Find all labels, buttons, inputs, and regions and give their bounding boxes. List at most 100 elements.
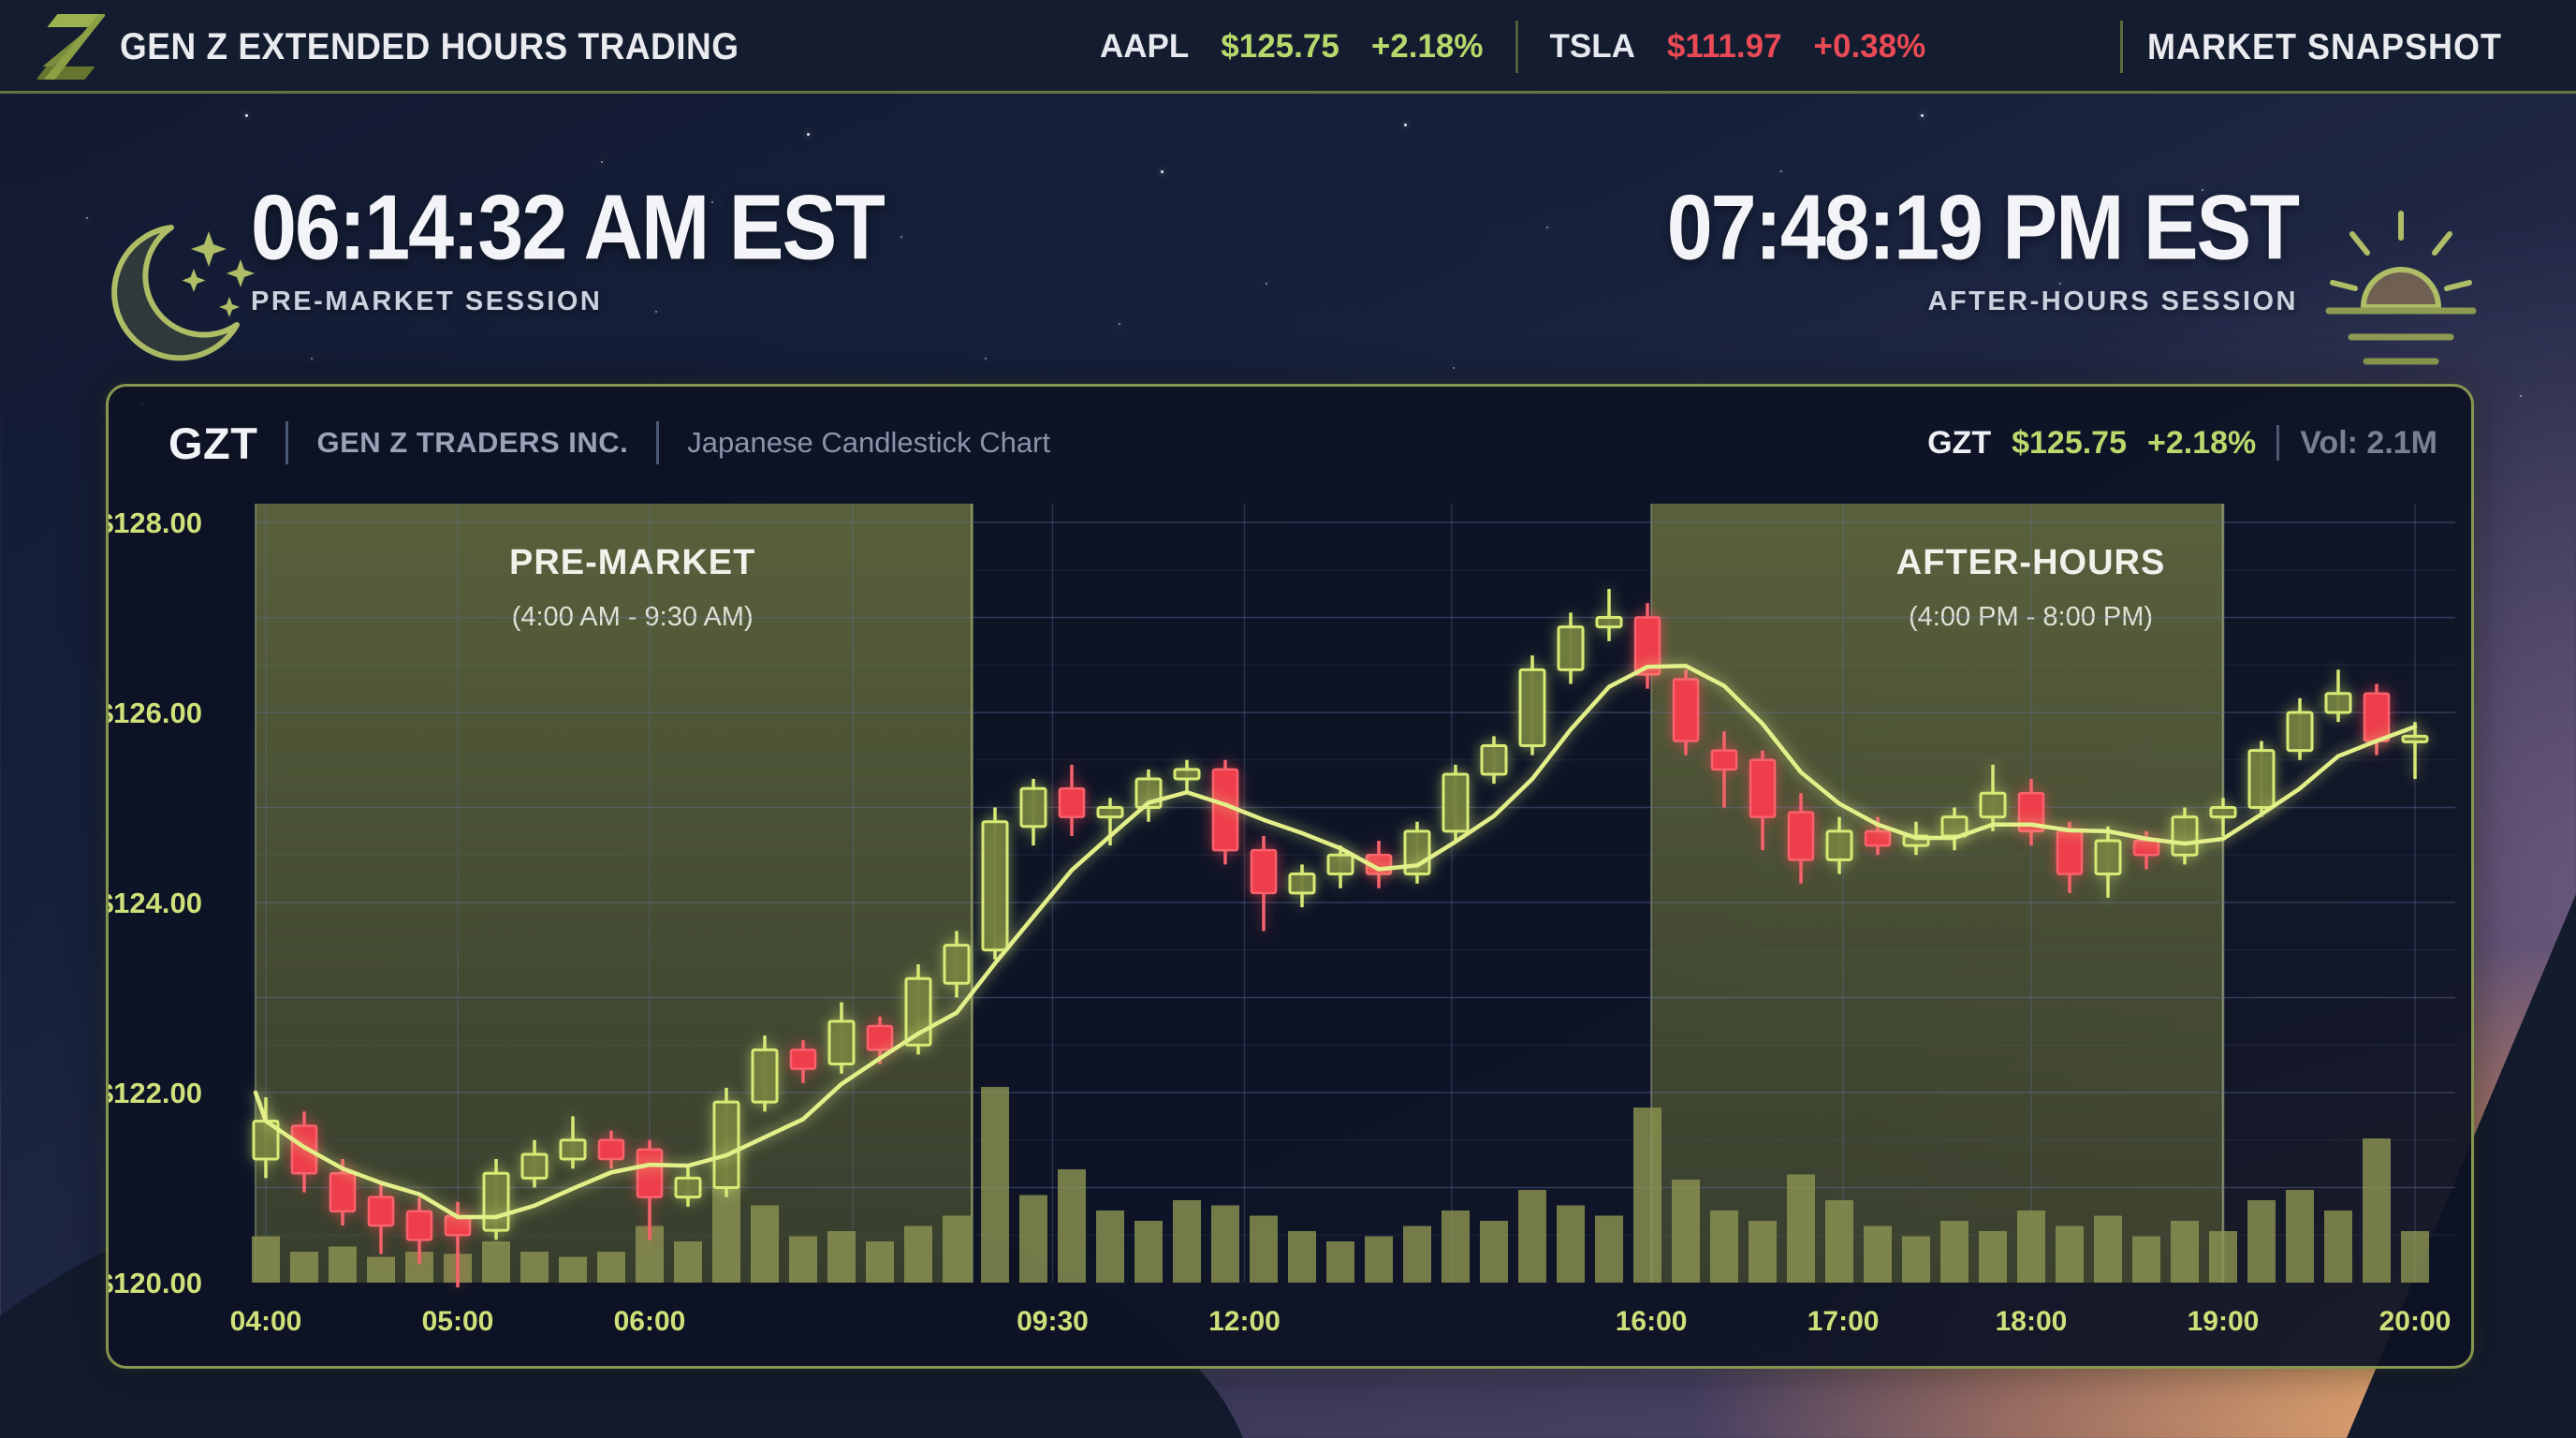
volume-bar (2209, 1231, 2237, 1283)
candle-body (2401, 734, 2429, 743)
candlestick-chart[interactable]: PRE-MARKET (4:00 AM - 9:30 AM) AFTER-HOURS… (109, 387, 2474, 1369)
volume-bar (1480, 1221, 1508, 1283)
chart-type-label: Japanese Candlestick Chart (687, 426, 1050, 459)
chart-quote: GZT $125.75 +2.18% Vol: 2.1M (1927, 425, 2437, 462)
candle-body (2171, 815, 2199, 857)
volume-bar (2094, 1215, 2122, 1283)
candle-body (559, 1138, 587, 1161)
ticker-symbol: AAPL (1100, 28, 1190, 65)
volume-bar (1710, 1211, 1738, 1283)
star (1404, 124, 1407, 126)
star (2520, 395, 2522, 397)
session-name-label: PRE-MARKET (509, 543, 755, 582)
candle-body (2132, 839, 2160, 857)
volume-bar (1940, 1221, 1969, 1283)
volume-bar (2401, 1231, 2429, 1283)
header-divider (2120, 21, 2123, 73)
session-region-after-hours: AFTER-HOURS (4:00 PM - 8:00 PM) (1650, 504, 2225, 1283)
volume-bar (2132, 1236, 2160, 1283)
volume-bar (1787, 1174, 1815, 1283)
star (1453, 367, 1455, 369)
axis-labels: $128.00 $126.00 $124.00 $122.00 $120.00 04:00… (109, 506, 2451, 1337)
quote-change: +2.18% (2147, 424, 2257, 461)
candle-body (1442, 772, 1470, 833)
volume-bar (789, 1236, 817, 1283)
star (311, 358, 313, 360)
chart-symbol: GZT (168, 418, 258, 468)
sparkle-star (219, 297, 240, 317)
candle-body (2363, 692, 2391, 742)
candle-body (636, 1148, 664, 1198)
volume-bar (252, 1236, 280, 1283)
volume-bar (1979, 1231, 2007, 1283)
candle-body (1173, 768, 1201, 781)
chart-company-name: GEN Z TRADERS INC. (316, 426, 629, 459)
y-axis-label: $126.00 (109, 697, 202, 729)
pre-market-clock: 06:14:32 AM EST PRE-MARKET SESSION (251, 174, 886, 317)
session-hours-label: (4:00 PM - 8:00 PM) (1909, 602, 2153, 632)
volume-bar (2056, 1225, 2084, 1283)
sparkle-star (182, 269, 206, 292)
moving-average-line (253, 664, 2418, 1220)
ticker-change: +2.18% (1370, 28, 1484, 65)
star (807, 133, 810, 136)
candle-body (1595, 616, 1623, 629)
volume-bar (1557, 1205, 1585, 1283)
moon-stars-icon (111, 225, 255, 361)
candle-body (1825, 829, 1853, 861)
candle-body (1557, 625, 1585, 671)
star (2059, 283, 2061, 285)
candle-body (1864, 829, 1892, 847)
quote-symbol: GZT (1927, 424, 1992, 461)
market-snapshot-button[interactable]: MARKET SNAPSHOT (2146, 25, 2502, 67)
volume-bars (252, 1087, 2429, 1283)
candle-body (2017, 792, 2045, 833)
candle-body (943, 944, 971, 985)
after-hours-clock: 07:48:19 PM EST AFTER-HOURS SESSION (1667, 174, 2300, 317)
candle-body (367, 1196, 395, 1227)
candle-body (827, 1020, 856, 1066)
candle-body (597, 1138, 625, 1161)
star (1161, 170, 1164, 173)
candle-body (2286, 711, 2314, 753)
candle-body (2247, 749, 2276, 810)
volume-bar (1825, 1200, 1853, 1283)
volume-bar (1326, 1241, 1354, 1283)
candle-body (1096, 806, 1124, 819)
volume-bar (1096, 1211, 1124, 1283)
top-ticker-bar: GEN Z EXTENDED HOURS TRADING AAPL $125.7… (0, 0, 2576, 94)
x-axis-label: 20:00 (2379, 1306, 2452, 1337)
volume-bar (981, 1087, 1009, 1283)
sparkle-star (191, 231, 227, 267)
star (2202, 189, 2203, 191)
candle-body (1672, 678, 1700, 742)
app-title: GEN Z EXTENDED HOURS TRADING (120, 25, 739, 67)
candles-up (252, 589, 2429, 1240)
volume-bar (482, 1241, 510, 1283)
volume-bar (1442, 1211, 1470, 1283)
candle-body (712, 1100, 740, 1190)
x-axis-label: 16:00 (1616, 1306, 1688, 1337)
star (1780, 170, 1782, 172)
candle-body (1480, 744, 1508, 776)
ticker-change: +0.38% (1813, 28, 1926, 65)
x-axis-label: 12:00 (1208, 1306, 1281, 1337)
volume-bar (1173, 1200, 1201, 1283)
ticker-divider (1515, 21, 1518, 73)
x-axis-label: 17:00 (1808, 1306, 1880, 1337)
candle-body (789, 1049, 817, 1070)
volume-bar (1403, 1225, 1431, 1283)
candle-body (1633, 616, 1661, 676)
star (1921, 114, 1924, 117)
volume-bar (751, 1205, 779, 1283)
ticker-aapl: AAPL $125.75 +2.18% (1100, 28, 1484, 66)
y-axis-label: $122.00 (109, 1077, 202, 1109)
volume-bar (1633, 1108, 1661, 1283)
header-divider (285, 421, 289, 464)
volume-bar (1672, 1180, 1700, 1283)
star (1266, 283, 1267, 285)
volume-bar (712, 1184, 740, 1283)
ticker-price: $125.75 (1221, 28, 1339, 65)
pre-market-time: 06:14:32 AM EST (251, 175, 886, 279)
x-axis-label: 18:00 (1996, 1306, 2068, 1337)
